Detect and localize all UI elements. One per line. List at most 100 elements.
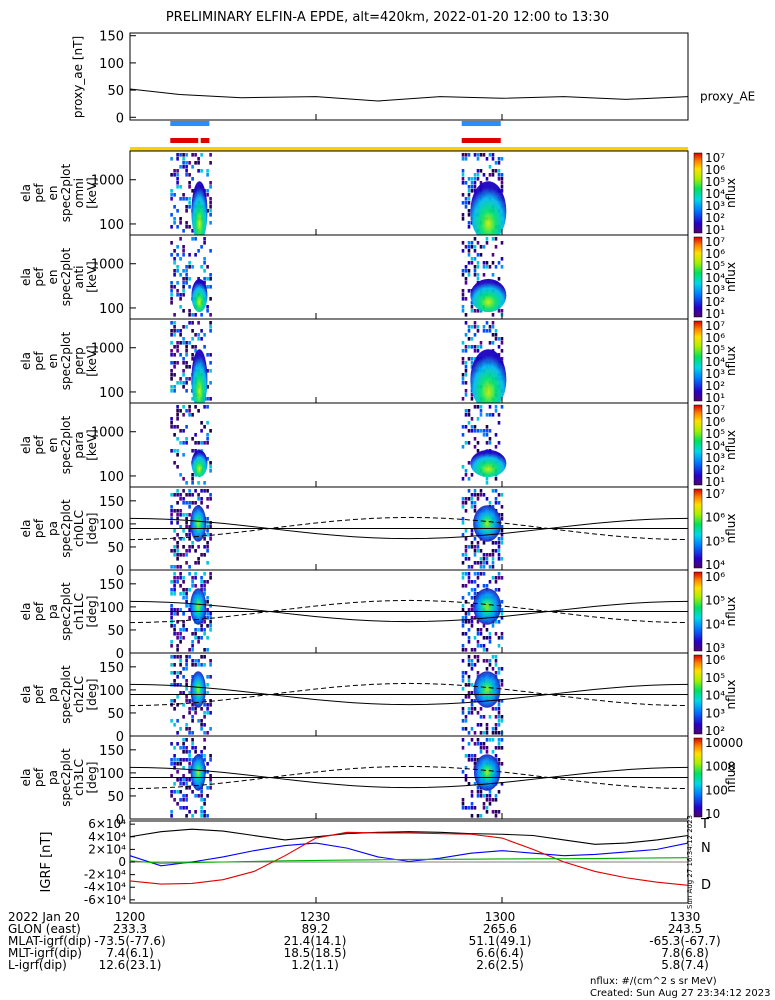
spectro-cell	[191, 738, 194, 742]
spectro-cell	[170, 608, 173, 612]
spectro-cell	[473, 181, 477, 185]
spectro-cell	[497, 309, 501, 313]
spectro-cell	[479, 489, 483, 493]
spectro-cell	[188, 501, 191, 505]
spectro-cell	[485, 810, 489, 814]
ylabel-part: spec2plot	[59, 247, 73, 306]
spectro-cell	[461, 433, 465, 437]
spectro-cell	[485, 433, 489, 437]
spectro-cell	[488, 565, 492, 569]
spectro-cell	[203, 738, 206, 742]
spectro-cell	[488, 173, 492, 177]
spectro-cell	[182, 369, 185, 373]
igrf-ytick-label: 4×10⁴	[88, 830, 126, 844]
spectro-cell	[176, 636, 179, 640]
ylabel-part: spec2plot	[59, 665, 73, 724]
spectro-cell	[206, 636, 209, 640]
spectro-cell	[494, 727, 498, 731]
spectro-cell	[473, 754, 477, 758]
spectro-cell	[497, 413, 501, 417]
spectro-cell	[464, 297, 468, 301]
spectro-cell	[497, 742, 501, 746]
panel-pa-ch1	[129, 569, 703, 654]
spectro-cell	[476, 265, 480, 269]
spectro-cell	[185, 513, 188, 517]
pa-ytick-label: 50	[107, 707, 124, 722]
spectro-cell	[461, 596, 465, 600]
spectro-cell	[461, 561, 465, 565]
created-timestamp: Created: Sun Aug 27 23:34:12 2023	[590, 988, 771, 999]
spectro-cell	[467, 185, 471, 189]
footer-row-label: 2022 Jan 20	[8, 910, 80, 924]
spectro-cell	[497, 738, 501, 742]
spectro-cell	[194, 663, 197, 667]
spectro-cell	[209, 624, 212, 628]
spectro-cell	[197, 481, 200, 485]
spectro-cell	[464, 281, 468, 285]
spectro-cell	[203, 572, 206, 576]
footer-row: GLON (east) 233.3 89.2 265.6 243.5	[0, 922, 775, 936]
spectro-cell	[188, 727, 191, 731]
spectro-cell	[182, 361, 185, 365]
spectro-cell	[188, 549, 191, 553]
spectro-cell	[194, 632, 197, 636]
spectro-cell	[176, 655, 179, 659]
spectro-cell	[206, 731, 209, 735]
spectro-cell	[185, 441, 188, 445]
spectro-cell	[473, 265, 477, 269]
spectro-cell	[188, 277, 191, 281]
spectro-cell	[188, 405, 191, 409]
spectro-cell	[188, 778, 191, 782]
spectro-cell	[470, 181, 474, 185]
colorbar-tick-label: 10⁶	[705, 511, 725, 525]
spectro-cell	[461, 746, 465, 750]
zone-bar-red-2	[461, 138, 501, 143]
spectro-cell	[200, 429, 203, 433]
spectro-cell	[203, 798, 206, 802]
spectro-cell	[191, 580, 194, 584]
igrf-series-N	[129, 842, 689, 867]
spectro-cell	[182, 453, 185, 457]
spectro-cell	[488, 341, 492, 345]
spectro-cell	[170, 193, 173, 197]
spectro-cell	[179, 584, 182, 588]
spectro-cell	[182, 501, 185, 505]
spectro-cell	[461, 644, 465, 648]
spectro-cell	[494, 549, 498, 553]
spectro-cell	[179, 185, 182, 189]
spec-ytick-label: 1000	[91, 342, 124, 357]
spectro-cell	[473, 173, 477, 177]
spectro-cell	[179, 341, 182, 345]
spectro-cell	[497, 762, 501, 766]
spectro-cell	[182, 441, 185, 445]
spectro-cell	[188, 786, 191, 790]
spectro-cell	[185, 695, 188, 699]
spectro-cell	[464, 648, 468, 652]
spectro-cell	[500, 537, 504, 541]
spectro-cell	[494, 245, 498, 249]
spec-ytick-label: 100	[99, 386, 124, 401]
ae-ytick-label: 50	[107, 84, 124, 99]
spectro-cell	[464, 469, 468, 473]
footer-cell: 243.5	[667, 922, 703, 936]
spectro-cell	[494, 433, 498, 437]
spectro-cell	[467, 325, 471, 329]
spectro-cell	[209, 537, 212, 541]
spectro-cell	[476, 329, 480, 333]
spectro-cell	[194, 441, 197, 445]
spectro-cell	[203, 545, 206, 549]
spectro-cell	[197, 337, 200, 341]
spectro-cell	[173, 249, 176, 253]
spectro-cell	[461, 679, 465, 683]
spectro-cell	[497, 679, 501, 683]
spectro-cell	[209, 381, 212, 385]
spectro-cell	[491, 505, 495, 509]
spectro-cell	[479, 750, 483, 754]
spectro-cell	[497, 671, 501, 675]
spectro-cell	[476, 655, 480, 659]
spectro-cell	[173, 762, 176, 766]
spectro-cell	[473, 572, 477, 576]
spectro-cell	[182, 806, 185, 810]
spectro-cell	[179, 632, 182, 636]
spectro-cell	[473, 762, 477, 766]
